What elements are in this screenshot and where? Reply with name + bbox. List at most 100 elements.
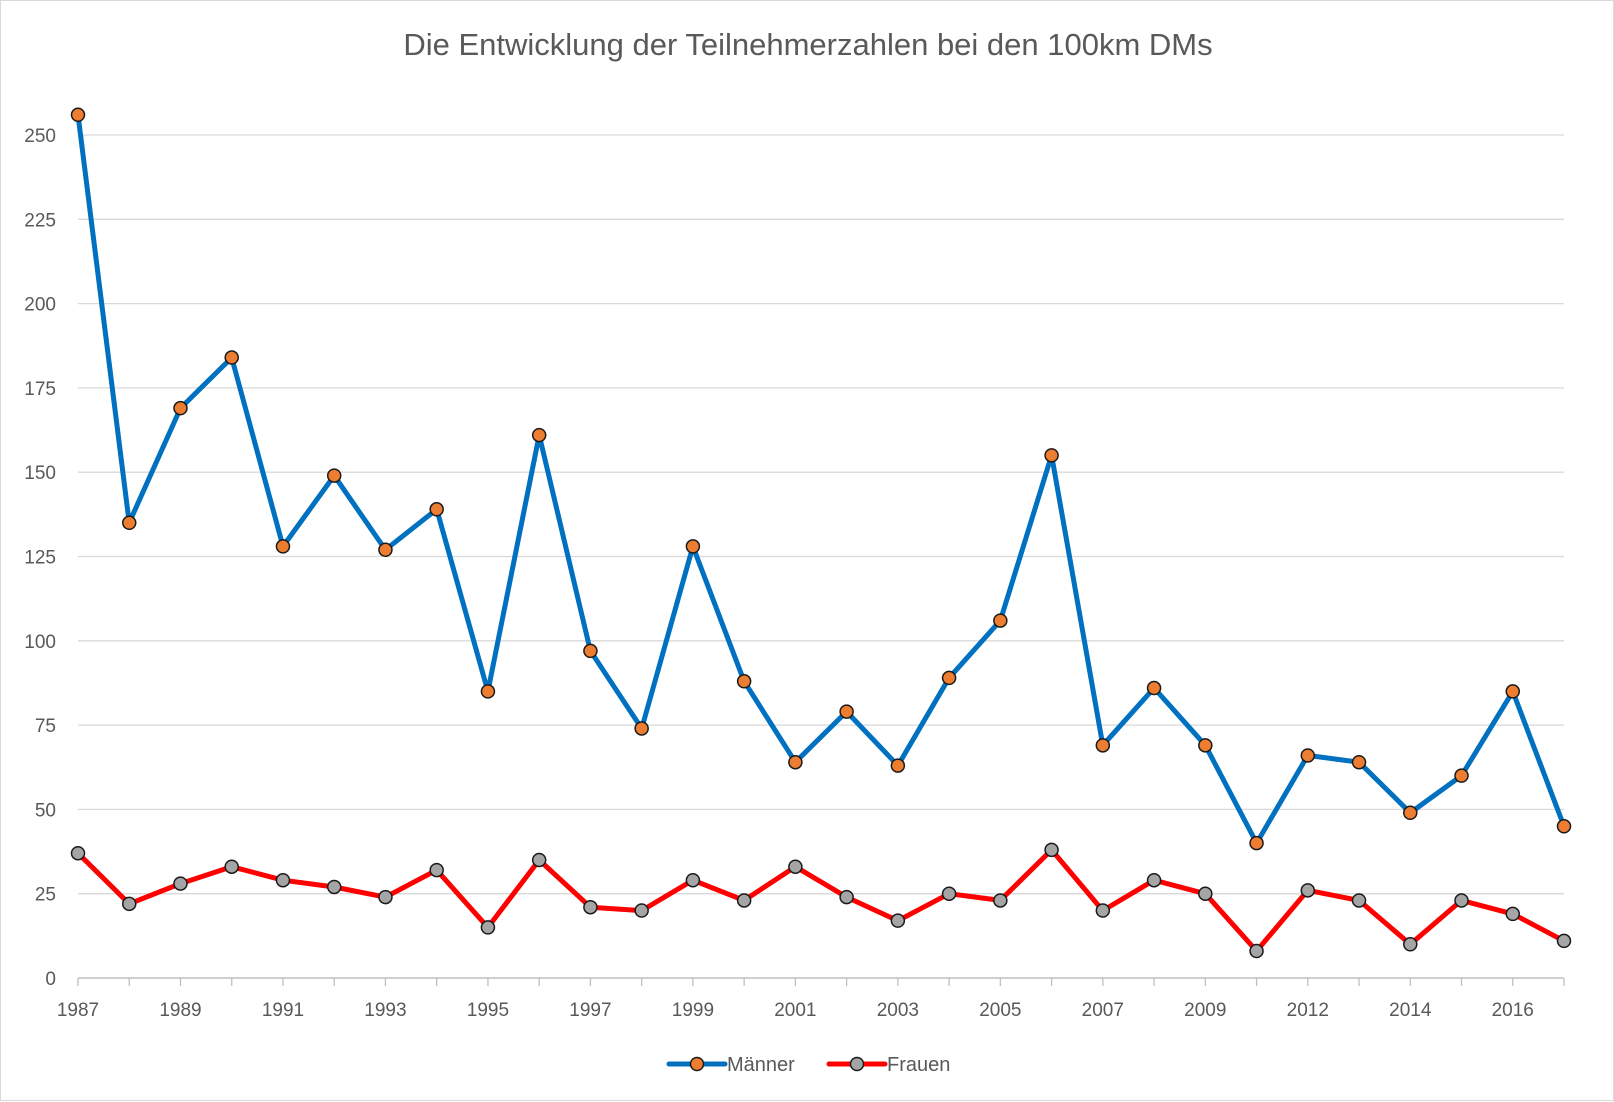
data-point [839,889,854,905]
legend-label: Männer [727,1054,795,1076]
x-tick-label: 1993 [364,1000,406,1021]
y-tick-label: 125 [24,548,56,569]
legend: Männer Frauen [666,1054,950,1076]
data-point [275,539,291,554]
data-point [531,852,547,868]
x-tick-label: 2016 [1492,1000,1534,1021]
y-tick-label: 25 [35,885,56,906]
x-tick-label: 1995 [467,1000,509,1021]
series-0 [70,107,1572,851]
data-point [1403,937,1418,952]
x-tick-label: 2009 [1184,1000,1226,1021]
x-tick-label: 1999 [672,1000,714,1021]
data-point [788,859,803,874]
data-point [788,754,803,770]
data-point [1095,903,1111,918]
x-tick-label: 2001 [774,1000,816,1021]
data-point [890,913,906,928]
data-point [173,400,188,416]
y-tick-label: 50 [35,800,56,821]
y-tick-label: 75 [35,716,56,737]
series-line [75,847,1567,954]
gridlines: 0 25 50 75 100 125 150 175 200 225 250 [24,126,1564,990]
data-point [1095,738,1111,753]
data-point [685,539,701,554]
data-point [583,643,598,659]
data-point [736,893,752,908]
data-point [480,684,496,699]
data-point [275,872,291,888]
data-point [1556,819,1572,834]
data-point [583,899,598,915]
data-point [634,721,649,736]
y-tick-label: 200 [24,295,56,316]
data-point [941,670,957,686]
data-point [70,845,86,861]
data-point [429,502,444,517]
data-point [1146,872,1162,888]
x-tick-label: 2003 [877,1000,919,1021]
data-point [173,876,188,891]
x-tick-label: 2014 [1389,1000,1432,1021]
chart-title: Die Entwicklung der Teilnehmerzahlen bei… [403,27,1213,62]
data-point [1556,933,1572,949]
y-tick-label: 225 [24,210,56,231]
data-point [634,903,649,918]
data-point [1249,943,1264,959]
x-tick-label: 2007 [1082,1000,1124,1021]
legend-item: Frauen [826,1054,950,1076]
legend-label: Frauen [887,1054,950,1076]
data-point [70,107,86,123]
data-point [1198,886,1213,901]
data-point [1351,893,1367,908]
y-tick-label: 175 [24,379,56,400]
data-point [1249,835,1264,851]
data-point [378,889,393,905]
data-point [1044,448,1059,463]
data-point [1300,748,1316,763]
x-tick-label: 1997 [569,1000,611,1021]
data-point [1454,893,1469,908]
data-point [326,879,342,895]
data-point [1044,842,1059,858]
y-tick-label: 100 [24,632,56,653]
y-tick-label: 0 [45,969,56,990]
data-point [121,515,137,531]
legend-item: Männer [666,1054,795,1076]
data-point [1505,906,1521,922]
legend-swatch-marker [689,1056,705,1072]
x-tick-label: 1991 [262,1000,304,1021]
data-point [1300,883,1316,898]
y-tick-label: 150 [24,463,56,484]
data-point [1351,754,1367,770]
x-axis: 1987 1989 1991 1993 1995 1997 1999 2001 2003 2005… [57,977,1565,1021]
data-point [839,704,854,719]
data-point [1454,768,1469,783]
data-point [224,859,239,874]
data-point [531,427,547,443]
data-point [993,613,1008,628]
data-point [685,872,701,888]
data-point [941,886,957,901]
data-point [1403,805,1418,821]
x-tick-label: 2005 [979,1000,1021,1021]
data-point [1146,680,1162,696]
data-point [1198,738,1213,753]
data-point [1505,684,1521,699]
data-point [378,542,393,558]
series-layer [70,107,1572,959]
data-point [224,350,239,365]
data-point [121,896,137,912]
x-tick-label: 1989 [159,1000,201,1021]
x-tick-label: 1987 [57,1000,99,1021]
data-point [429,862,444,878]
data-point [736,674,752,689]
y-tick-label: 250 [24,126,56,147]
series-line [75,112,1567,846]
series-1 [70,842,1572,959]
data-point [993,893,1008,908]
data-point [890,758,906,773]
data-point [480,920,496,935]
